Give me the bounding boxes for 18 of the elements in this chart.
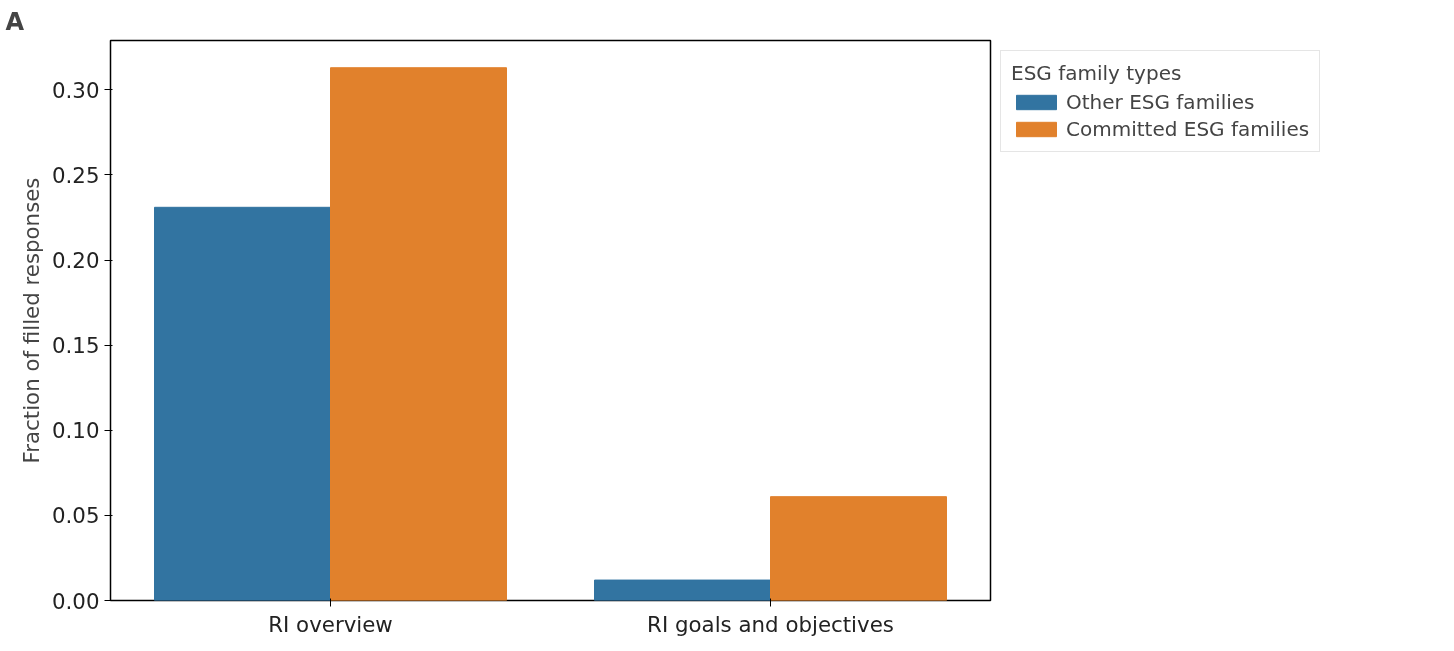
- text: A: [5, 7, 25, 36]
- y-tick-label: 0.30: [52, 77, 100, 103]
- y-tick-label: 0.10: [52, 418, 100, 444]
- y-tick-label: 0.05: [52, 503, 100, 529]
- y-tick-label: 0.25: [52, 162, 100, 188]
- legend-title: ESG family types: [1011, 61, 1183, 85]
- x-tick-label: RI goals and objectives: [647, 611, 894, 637]
- bar: [594, 579, 771, 601]
- bar: [770, 496, 947, 601]
- legend-label: Other ESG families: [1066, 90, 1255, 114]
- bar: [330, 67, 507, 601]
- x-tick-label: RI overview: [268, 611, 393, 637]
- y-tick-label: 0.15: [52, 333, 100, 359]
- y-tick-label: 0.00: [52, 588, 100, 614]
- bar: [154, 206, 331, 601]
- y-tick-label: 0.20: [52, 248, 100, 274]
- y-axis-title: Fraction of filled responses: [19, 177, 45, 464]
- legend-label: Committed ESG families: [1066, 117, 1310, 141]
